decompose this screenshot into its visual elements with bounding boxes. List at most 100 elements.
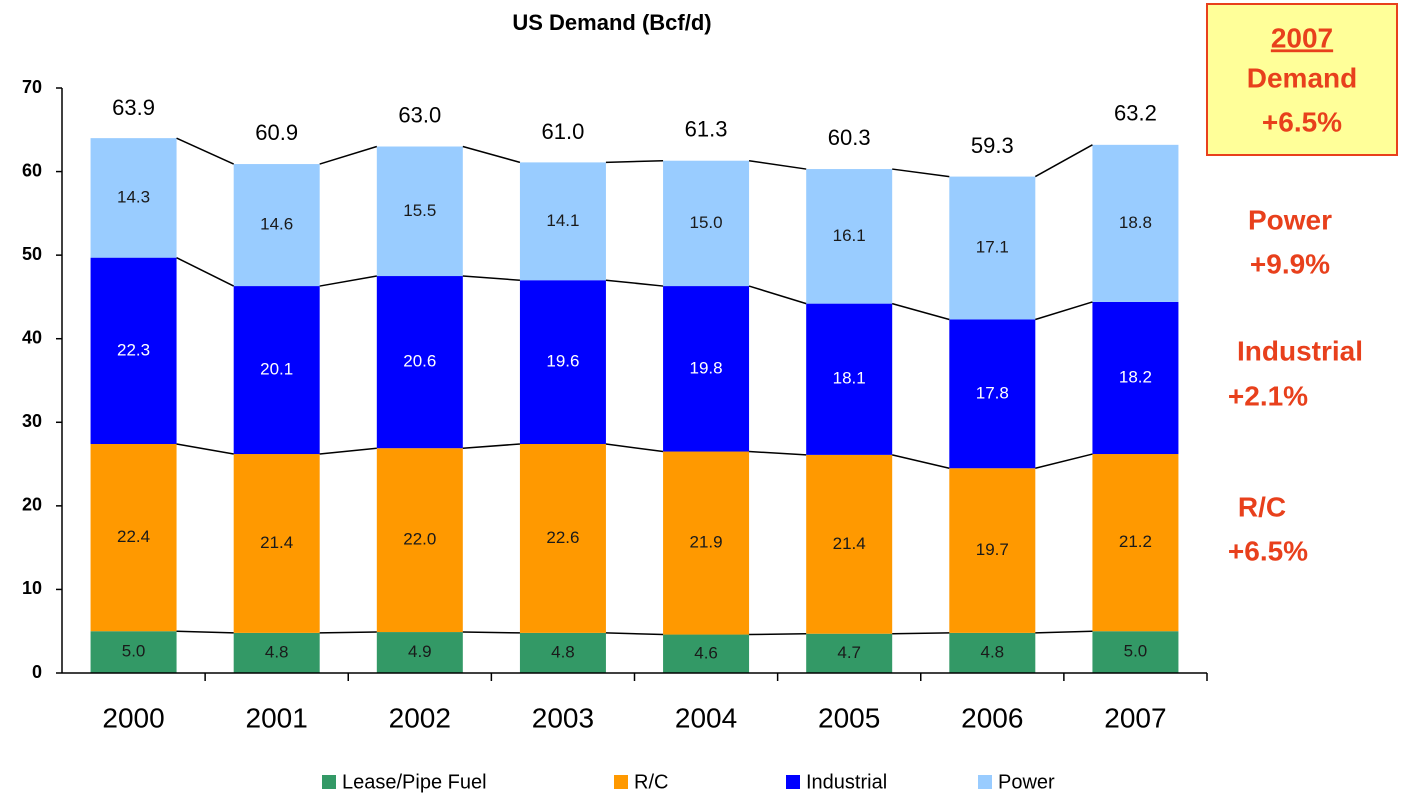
annotation-text: Demand xyxy=(1247,62,1357,93)
data-label: 21.9 xyxy=(690,533,723,552)
bar-segment xyxy=(806,454,893,634)
annotation-box xyxy=(1206,3,1398,156)
x-tick-label: 2003 xyxy=(532,702,594,733)
legend-swatch xyxy=(786,775,800,789)
connector xyxy=(462,145,521,164)
data-label: 4.9 xyxy=(408,642,432,661)
connector xyxy=(605,443,664,453)
annotation-text: +6.5% xyxy=(1262,106,1342,137)
connector xyxy=(605,632,664,636)
data-label: 22.4 xyxy=(117,527,150,546)
total-label: 60.9 xyxy=(255,120,298,145)
bar-segment xyxy=(806,633,893,673)
data-label: 22.0 xyxy=(403,530,436,549)
bar-segment xyxy=(376,632,463,673)
bar-segment xyxy=(233,164,320,287)
data-label: 15.0 xyxy=(690,213,723,232)
data-label: 4.8 xyxy=(980,642,1004,661)
annotation-text: Power xyxy=(1248,204,1332,235)
x-tick-label: 2004 xyxy=(675,702,737,733)
x-tick-label: 2002 xyxy=(389,702,451,733)
x-tick-label: 2001 xyxy=(246,702,308,733)
y-tick-label: 70 xyxy=(22,77,42,97)
x-tick-label: 2000 xyxy=(102,702,164,733)
connector xyxy=(319,631,377,634)
annotation-text: 2007 xyxy=(1271,22,1333,53)
annotation-text: +6.5% xyxy=(1228,535,1308,566)
data-label: 19.7 xyxy=(976,540,1009,559)
bar-segment xyxy=(233,632,320,673)
bar-segment xyxy=(949,176,1036,320)
bar-segment xyxy=(949,632,1036,673)
data-label: 20.6 xyxy=(403,352,436,371)
legend-label: Lease/Pipe Fuel xyxy=(342,771,487,793)
connector xyxy=(1035,453,1093,469)
bar-segment xyxy=(663,634,750,673)
bar-segment xyxy=(90,631,177,673)
data-label: 15.5 xyxy=(403,201,436,220)
bar-segment xyxy=(376,276,463,449)
connector xyxy=(319,145,378,165)
bar-segment xyxy=(1092,144,1179,302)
connector xyxy=(892,632,950,635)
x-tick-label: 2005 xyxy=(818,702,880,733)
data-label: 21.4 xyxy=(833,534,866,553)
y-tick-label: 0 xyxy=(32,662,42,682)
bar-segment xyxy=(1092,454,1179,632)
connector xyxy=(176,630,234,634)
legend-swatch xyxy=(322,775,336,789)
bar-segment xyxy=(519,444,606,633)
total-label: 63.0 xyxy=(398,102,441,127)
connector xyxy=(748,285,807,305)
data-label: 18.2 xyxy=(1119,367,1152,386)
bar-segment xyxy=(233,286,320,455)
connector xyxy=(176,443,234,455)
bar-segment xyxy=(519,280,606,445)
data-label: 4.7 xyxy=(837,643,861,662)
total-label: 61.0 xyxy=(542,119,585,144)
connector xyxy=(319,447,377,455)
data-label: 22.3 xyxy=(117,340,150,359)
connector xyxy=(1034,144,1093,178)
total-label: 63.9 xyxy=(112,95,155,120)
data-label: 5.0 xyxy=(122,642,146,661)
annotation-text: Industrial xyxy=(1237,335,1363,366)
bar-segment xyxy=(233,454,320,633)
bar-segment xyxy=(1092,631,1179,673)
connector xyxy=(1035,301,1093,321)
total-label: 59.3 xyxy=(971,133,1014,158)
bar-segment xyxy=(806,303,893,455)
data-label: 18.1 xyxy=(833,369,866,388)
total-label: 60.3 xyxy=(828,125,871,150)
connector xyxy=(1035,630,1093,634)
connector xyxy=(749,632,807,636)
connector xyxy=(892,168,950,178)
y-tick-label: 20 xyxy=(22,495,42,515)
data-label: 4.8 xyxy=(265,642,289,661)
annotation: 2007 Demand +6.5% Power +9.9% Industrial… xyxy=(1228,22,1363,566)
legend-swatch xyxy=(614,775,628,789)
y-tick-label: 50 xyxy=(22,244,42,264)
data-label: 21.2 xyxy=(1119,532,1152,551)
connector xyxy=(319,275,377,287)
connector xyxy=(892,454,950,469)
bar-segment xyxy=(663,451,750,635)
bar-segment xyxy=(519,632,606,673)
data-label: 14.3 xyxy=(117,187,150,206)
connector xyxy=(749,450,807,456)
connector xyxy=(605,159,664,164)
connector xyxy=(748,159,807,170)
data-label: 18.8 xyxy=(1119,213,1152,232)
connector xyxy=(605,279,664,287)
bar-segment xyxy=(376,146,463,277)
data-label: 22.6 xyxy=(546,528,579,547)
data-label: 4.6 xyxy=(694,643,718,662)
annotation-text: R/C xyxy=(1238,491,1286,522)
data-label: 20.1 xyxy=(260,360,293,379)
annotation-text: +2.1% xyxy=(1228,380,1308,411)
bar-segment xyxy=(376,448,463,633)
connector xyxy=(462,631,520,634)
connector xyxy=(891,302,950,321)
chart-title: US Demand (Bcf/d) xyxy=(512,10,711,35)
